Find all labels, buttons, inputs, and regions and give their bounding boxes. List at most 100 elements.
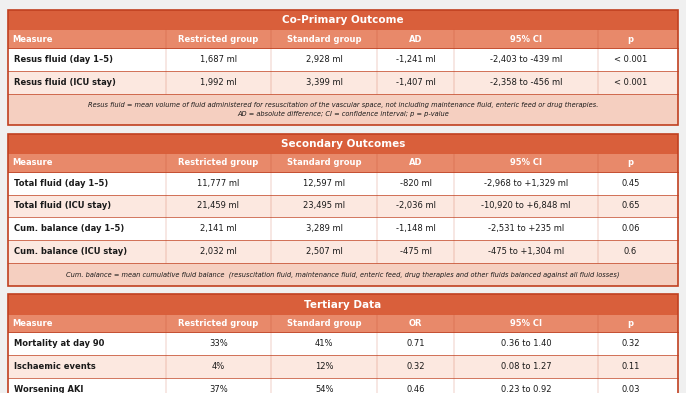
Text: -820 ml: -820 ml: [400, 179, 431, 187]
Text: Resus fluid (ICU stay): Resus fluid (ICU stay): [14, 78, 116, 86]
Text: Restricted group: Restricted group: [178, 319, 259, 328]
Text: AD: AD: [409, 35, 423, 44]
Text: Cum. balance (ICU stay): Cum. balance (ICU stay): [14, 247, 127, 256]
Bar: [8, 71, 678, 94]
Text: 95% CI: 95% CI: [510, 319, 542, 328]
Text: Restricted group: Restricted group: [178, 35, 259, 44]
Bar: [8, 294, 678, 393]
Bar: [8, 355, 678, 378]
Text: 0.36 to 1.40: 0.36 to 1.40: [501, 340, 552, 348]
Text: 33%: 33%: [209, 340, 228, 348]
Bar: [8, 10, 678, 125]
Text: 95% CI: 95% CI: [510, 35, 542, 44]
Text: 2,032 ml: 2,032 ml: [200, 247, 237, 256]
Text: 0.11: 0.11: [622, 362, 640, 371]
Text: 3,289 ml: 3,289 ml: [306, 224, 343, 233]
Text: 0.08 to 1.27: 0.08 to 1.27: [501, 362, 552, 371]
Text: < 0.001: < 0.001: [614, 55, 647, 64]
Text: Total fluid (day 1–5): Total fluid (day 1–5): [14, 179, 108, 187]
Text: Secondary Outcomes: Secondary Outcomes: [281, 139, 405, 149]
Text: -2,403 to -439 ml: -2,403 to -439 ml: [490, 55, 563, 64]
Bar: [8, 134, 678, 286]
Text: Measure: Measure: [12, 35, 53, 44]
Text: Mortality at day 90: Mortality at day 90: [14, 340, 104, 348]
Text: 37%: 37%: [209, 385, 228, 393]
Bar: [8, 154, 678, 172]
Text: 21,459 ml: 21,459 ml: [198, 202, 239, 210]
Text: 54%: 54%: [315, 385, 333, 393]
Text: AD: AD: [409, 158, 423, 167]
Text: Tertiary Data: Tertiary Data: [305, 299, 381, 310]
Text: 23,495 ml: 23,495 ml: [303, 202, 345, 210]
Text: < 0.001: < 0.001: [614, 78, 647, 86]
Bar: [8, 94, 678, 125]
Text: Resus fluid (day 1–5): Resus fluid (day 1–5): [14, 55, 113, 64]
Text: -475 to +1,304 ml: -475 to +1,304 ml: [488, 247, 565, 256]
Text: -2,531 to +235 ml: -2,531 to +235 ml: [488, 224, 565, 233]
Text: 2,141 ml: 2,141 ml: [200, 224, 237, 233]
Text: 4%: 4%: [212, 362, 225, 371]
Text: Standard group: Standard group: [287, 319, 362, 328]
Bar: [8, 134, 678, 286]
Text: Resus fluid = mean volume of fluid administered for resuscitation of the vascula: Resus fluid = mean volume of fluid admin…: [88, 102, 598, 117]
Text: 0.32: 0.32: [406, 362, 425, 371]
Text: 95% CI: 95% CI: [510, 158, 542, 167]
Text: 3,399 ml: 3,399 ml: [306, 78, 343, 86]
Bar: [8, 263, 678, 286]
Text: Cum. balance (day 1–5): Cum. balance (day 1–5): [14, 224, 124, 233]
Text: 2,928 ml: 2,928 ml: [306, 55, 343, 64]
Text: Standard group: Standard group: [287, 35, 362, 44]
Text: Co-Primary Outcome: Co-Primary Outcome: [282, 15, 404, 25]
Text: Measure: Measure: [12, 319, 53, 328]
Text: Total fluid (ICU stay): Total fluid (ICU stay): [14, 202, 111, 210]
Text: 1,687 ml: 1,687 ml: [200, 55, 237, 64]
Text: 0.32: 0.32: [622, 340, 640, 348]
Text: Restricted group: Restricted group: [178, 158, 259, 167]
Text: 0.46: 0.46: [406, 385, 425, 393]
Text: 0.45: 0.45: [622, 179, 640, 187]
Text: 11,777 ml: 11,777 ml: [198, 179, 239, 187]
Text: OR: OR: [409, 319, 423, 328]
Text: p: p: [628, 319, 634, 328]
Text: -2,968 to +1,329 ml: -2,968 to +1,329 ml: [484, 179, 568, 187]
Bar: [8, 378, 678, 393]
Bar: [8, 332, 678, 355]
Text: -2,358 to -456 ml: -2,358 to -456 ml: [490, 78, 563, 86]
Text: 2,507 ml: 2,507 ml: [306, 247, 343, 256]
Text: 1,992 ml: 1,992 ml: [200, 78, 237, 86]
Text: Cum. balance = mean cumulative fluid balance  (resuscitation fluid, maintenance : Cum. balance = mean cumulative fluid bal…: [67, 271, 619, 277]
Bar: [8, 315, 678, 332]
Bar: [8, 134, 678, 154]
Text: 0.71: 0.71: [406, 340, 425, 348]
Text: Worsening AKI: Worsening AKI: [14, 385, 83, 393]
Text: 0.03: 0.03: [622, 385, 640, 393]
Text: 0.06: 0.06: [622, 224, 640, 233]
Bar: [8, 172, 678, 195]
Text: Standard group: Standard group: [287, 158, 362, 167]
Bar: [8, 294, 678, 393]
Text: p: p: [628, 35, 634, 44]
Text: 41%: 41%: [315, 340, 333, 348]
Bar: [8, 10, 678, 30]
Text: -1,407 ml: -1,407 ml: [396, 78, 436, 86]
Bar: [8, 10, 678, 125]
Text: Measure: Measure: [12, 158, 53, 167]
Bar: [8, 48, 678, 71]
Text: -2,036 ml: -2,036 ml: [396, 202, 436, 210]
Bar: [8, 217, 678, 240]
Bar: [8, 240, 678, 263]
Text: 0.6: 0.6: [624, 247, 637, 256]
Text: 0.65: 0.65: [622, 202, 640, 210]
Text: Ischaemic events: Ischaemic events: [14, 362, 95, 371]
Text: 0.23 to 0.92: 0.23 to 0.92: [501, 385, 552, 393]
Text: -1,148 ml: -1,148 ml: [396, 224, 436, 233]
Bar: [8, 30, 678, 48]
Text: -10,920 to +6,848 ml: -10,920 to +6,848 ml: [482, 202, 571, 210]
Text: -475 ml: -475 ml: [400, 247, 431, 256]
Text: -1,241 ml: -1,241 ml: [396, 55, 436, 64]
Text: 12,597 ml: 12,597 ml: [303, 179, 345, 187]
Text: p: p: [628, 158, 634, 167]
Text: 12%: 12%: [315, 362, 333, 371]
Bar: [8, 195, 678, 217]
Bar: [8, 294, 678, 315]
